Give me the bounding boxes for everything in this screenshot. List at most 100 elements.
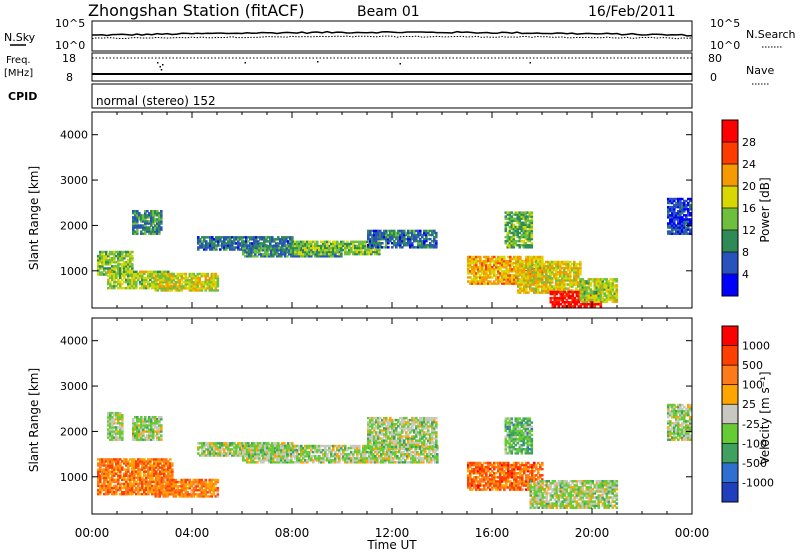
- heatmap-cell: [147, 472, 150, 475]
- heatmap-cell: [158, 489, 162, 492]
- heatmap-cell: [99, 480, 102, 484]
- heatmap-cell: [571, 262, 574, 266]
- heatmap-cell: [595, 292, 599, 296]
- heatmap-cell: [208, 495, 212, 498]
- heatmap-cell: [595, 296, 599, 299]
- heatmap-cell: [520, 227, 524, 231]
- heatmap-cell: [506, 211, 510, 214]
- heatmap-cell: [160, 210, 163, 213]
- heatmap-cell: [431, 229, 434, 233]
- heatmap-cell: [340, 248, 343, 252]
- heatmap-cell: [239, 244, 242, 247]
- heatmap-cell: [233, 452, 236, 455]
- heatmap-cell: [545, 291, 548, 294]
- heatmap-cell: [204, 289, 208, 292]
- heatmap-cell: [477, 270, 480, 273]
- heatmap-cell: [569, 305, 573, 308]
- heatmap-cell: [522, 223, 526, 227]
- heatmap-cell: [150, 416, 153, 419]
- heatmap-cell: [142, 226, 145, 229]
- heatmap-cell: [215, 448, 218, 451]
- heatmap-cell: [605, 294, 609, 297]
- heatmap-cell: [235, 242, 238, 245]
- heatmap-cell: [233, 444, 236, 447]
- heatmap-cell: [200, 489, 204, 492]
- heatmap-cell: [537, 291, 540, 294]
- heatmap-cell: [591, 305, 595, 308]
- heatmap-cell: [435, 233, 438, 237]
- heatmap-cell: [521, 266, 524, 270]
- heatmap-cell: [168, 482, 172, 486]
- heatmap-cell: [471, 270, 474, 273]
- heatmap-cell: [597, 292, 601, 295]
- heatmap-cell: [221, 452, 224, 455]
- heatmap-cell: [196, 289, 200, 292]
- heatmap-cell: [140, 426, 143, 429]
- heatmap-cell: [487, 274, 490, 277]
- heatmap-cell: [138, 216, 141, 219]
- heatmap-cell: [109, 280, 112, 284]
- heatmap-cell: [151, 474, 154, 477]
- heatmap-cell: [270, 247, 273, 250]
- heatmap-cell: [302, 255, 305, 258]
- heatmap-cell: [543, 281, 546, 284]
- heatmap-cell: [551, 292, 555, 296]
- heatmap-cell: [433, 235, 436, 239]
- heatmap-cell: [131, 464, 134, 467]
- heatmap-cell: [204, 281, 208, 284]
- heatmap-cell: [99, 468, 102, 471]
- heatmap-cell: [139, 468, 142, 471]
- heatmap-cell: [115, 434, 118, 437]
- heatmap-cell: [197, 448, 200, 451]
- heatmap-cell: [133, 270, 136, 274]
- heatmap-cell: [219, 450, 222, 453]
- heatmap-cell: [209, 244, 212, 247]
- heatmap-cell: [113, 484, 116, 488]
- heatmap-cell: [433, 246, 436, 249]
- heatmap-cell: [265, 236, 268, 239]
- heatmap-cell: [113, 267, 116, 270]
- heatmap-cell: [194, 478, 198, 482]
- heatmap-cell: [555, 289, 558, 292]
- heatmap-cell: [320, 244, 323, 248]
- heatmap-cell: [123, 272, 126, 276]
- heatmap-cell: [577, 290, 581, 294]
- heatmap-cell: [288, 251, 291, 254]
- heatmap-cell: [551, 277, 554, 280]
- heatmap-cell: [127, 261, 130, 264]
- heatmap-cell: [172, 283, 176, 286]
- heatmap-cell: [512, 246, 516, 249]
- heatmap-cell: [237, 454, 240, 457]
- heatmap-cell: [298, 246, 301, 250]
- heatmap-cell: [150, 428, 153, 431]
- heatmap-cell: [133, 286, 136, 290]
- heatmap-cell: [113, 478, 116, 482]
- heatmap-cell: [235, 238, 238, 241]
- heatmap-cell: [134, 424, 137, 427]
- heatmap-cell: [119, 482, 122, 486]
- heatmap-cell: [123, 265, 126, 268]
- heatmap-cell: [377, 235, 380, 239]
- heatmap-cell: [326, 244, 329, 248]
- heatmap-cell: [182, 276, 186, 280]
- heatmap-cell: [391, 229, 394, 233]
- heatmap-cell: [364, 250, 367, 254]
- heatmap-cell: [507, 276, 510, 279]
- heatmap-cell: [196, 285, 200, 288]
- heatmap-cell: [528, 231, 532, 235]
- heatmap-cell: [585, 290, 589, 293]
- heatmap-cell: [383, 229, 386, 233]
- heatmap-cell: [487, 255, 490, 259]
- heatmap-cell: [210, 487, 214, 490]
- heatmap-cell: [611, 294, 615, 297]
- heatmap-cell: [105, 273, 108, 276]
- heatmap-cell: [530, 213, 534, 216]
- heatmap-cell: [511, 280, 514, 283]
- heatmap-cell: [607, 294, 611, 297]
- heatmap-cell: [172, 485, 176, 488]
- heatmap-cell: [107, 422, 110, 425]
- heatmap-cell: [268, 255, 271, 258]
- heatmap-cell: [525, 287, 528, 290]
- heatmap-cell: [419, 239, 422, 243]
- heatmap-cell: [151, 476, 154, 480]
